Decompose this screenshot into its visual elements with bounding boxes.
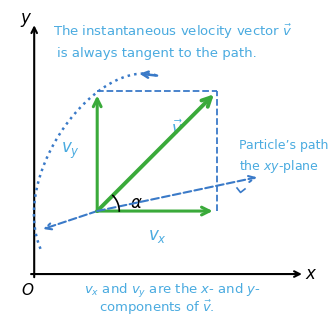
Text: The instantaneous velocity vector $\vec{v}$: The instantaneous velocity vector $\vec{…	[53, 22, 292, 41]
Text: $\alpha$: $\alpha$	[130, 194, 143, 212]
Text: $v_y$: $v_y$	[61, 141, 80, 161]
Text: components of $\vec{v}$.: components of $\vec{v}$.	[99, 299, 215, 315]
Text: $v_x$: $v_x$	[148, 227, 166, 245]
Text: $y$: $y$	[20, 11, 33, 30]
Text: $v_x$ and $v_y$ are the $x$- and $y$-: $v_x$ and $v_y$ are the $x$- and $y$-	[85, 282, 261, 301]
Text: $\vec{v}$: $\vec{v}$	[171, 120, 183, 140]
Text: Particle’s path in
the $xy$-plane: Particle’s path in the $xy$-plane	[239, 139, 333, 175]
Text: is always tangent to the path.: is always tangent to the path.	[57, 47, 257, 60]
Text: $O$: $O$	[21, 282, 35, 298]
Text: $x$: $x$	[305, 265, 318, 283]
